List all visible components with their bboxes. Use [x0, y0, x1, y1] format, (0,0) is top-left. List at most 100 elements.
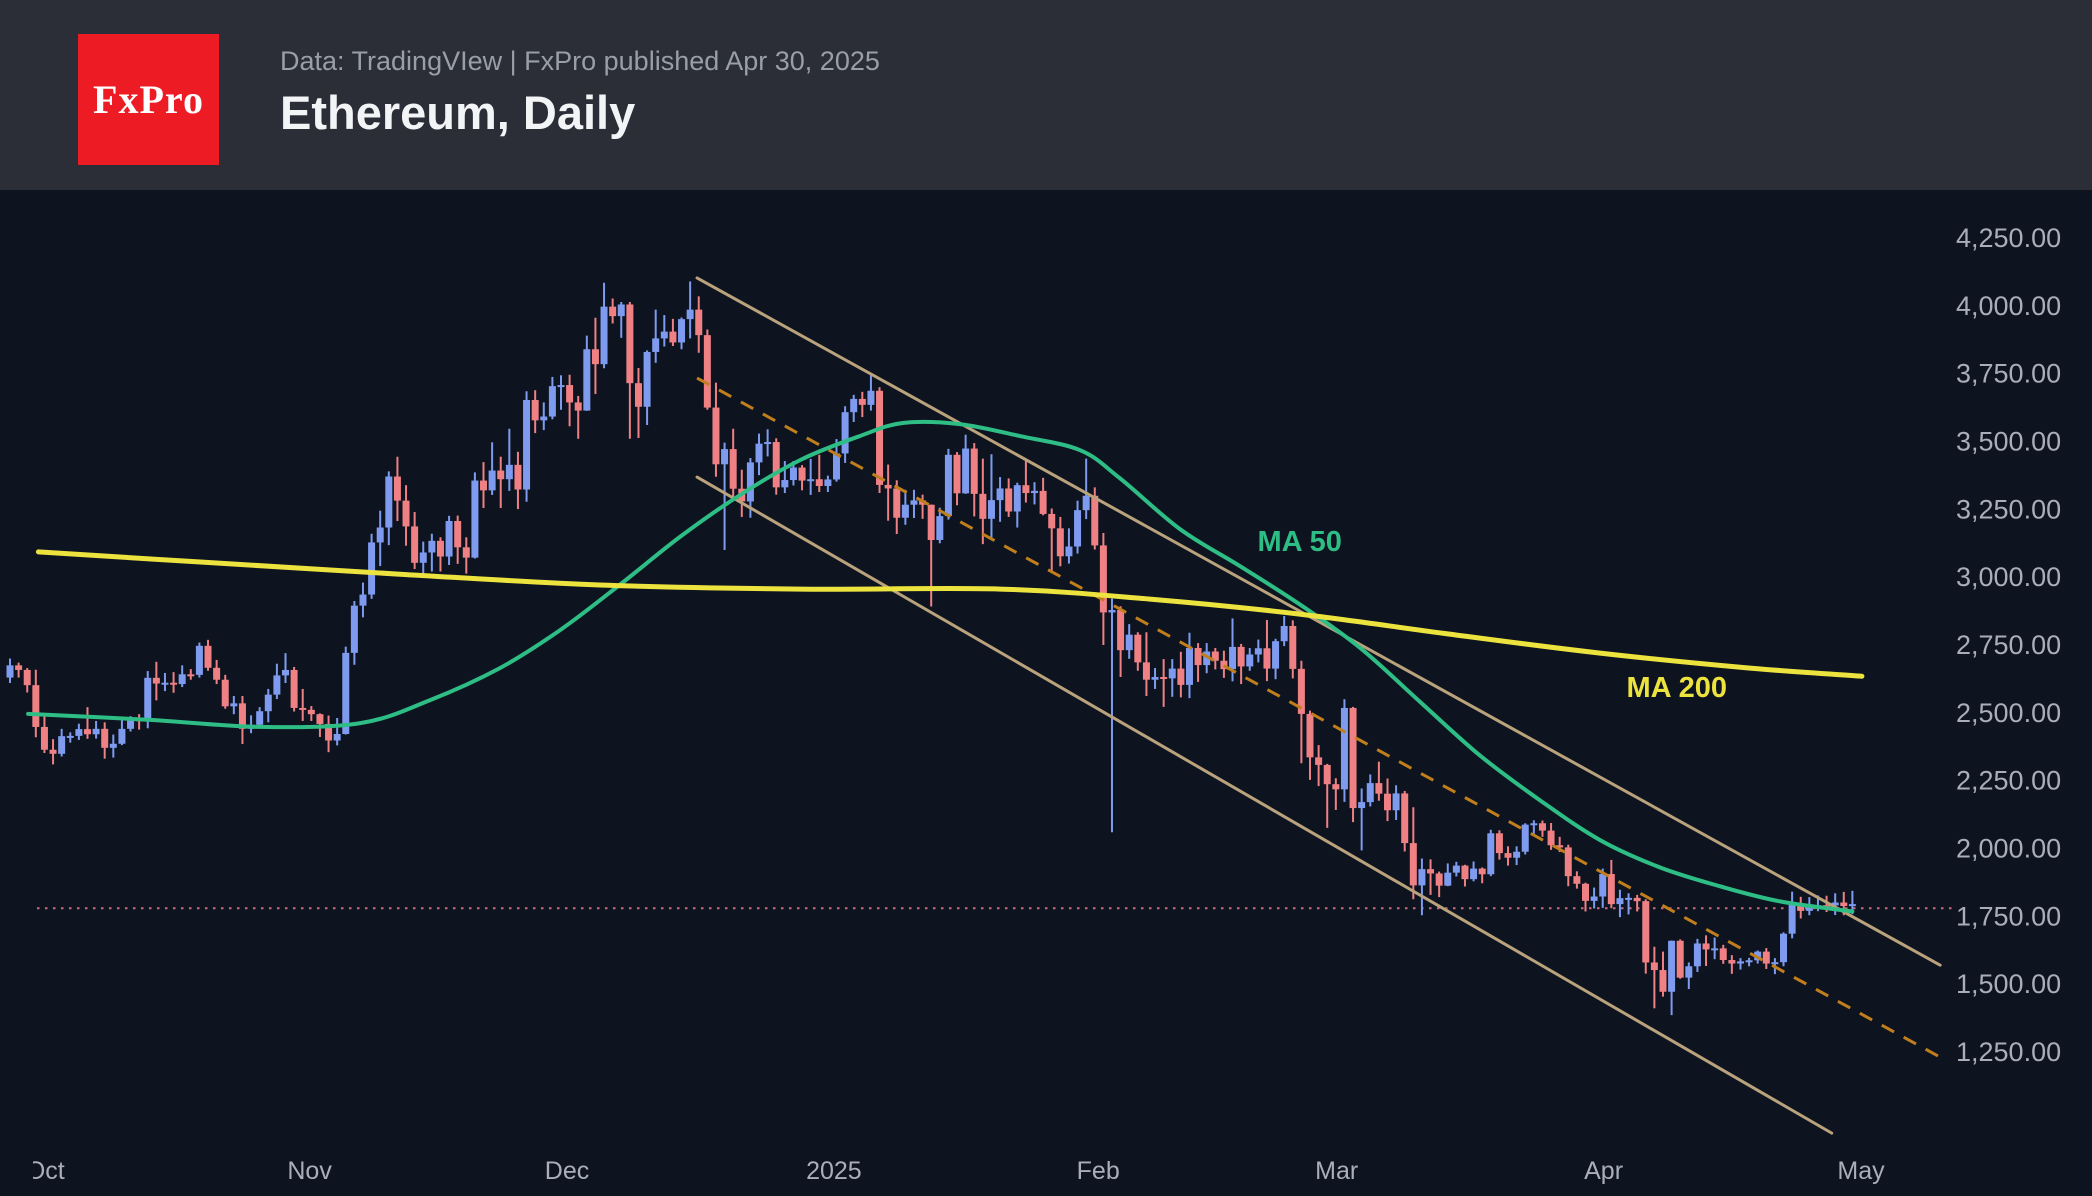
candle-down: [1650, 946, 1658, 1009]
candle-down: [1538, 820, 1546, 837]
candle-up: [557, 375, 565, 410]
candle-down: [1315, 745, 1323, 787]
candle-body: [213, 667, 221, 680]
candle-body: [1134, 634, 1142, 663]
candle-body: [428, 540, 436, 553]
candle-up: [962, 434, 970, 494]
candle-up: [92, 720, 100, 739]
candle-down: [402, 485, 410, 546]
candle-body: [910, 500, 918, 505]
candle-body: [118, 728, 126, 744]
candle-body: [815, 479, 823, 486]
candle-down: [1375, 761, 1383, 801]
candle-down: [1582, 882, 1590, 912]
candle-down: [1719, 944, 1727, 964]
candle-body: [841, 412, 849, 454]
candle-body: [876, 390, 884, 485]
candle-body: [195, 645, 203, 675]
candle-down: [1005, 478, 1013, 517]
candle-up: [901, 489, 909, 525]
candle-down: [1728, 955, 1736, 974]
candle-up: [1668, 940, 1676, 1016]
candle-down: [1297, 660, 1305, 764]
candle-body: [1599, 874, 1607, 897]
candle-up: [1340, 699, 1348, 802]
candle-down: [591, 317, 599, 395]
candle-body: [1401, 793, 1409, 844]
candle-down: [83, 707, 91, 739]
candle-down: [1323, 763, 1331, 828]
candle-down: [1306, 710, 1314, 780]
candle-body: [281, 669, 289, 676]
candle-body: [557, 385, 565, 388]
candle-up: [1185, 632, 1193, 699]
candle-body: [1478, 868, 1486, 875]
candle-up: [652, 309, 660, 363]
y-axis-label: 4,250.00: [1956, 223, 2061, 253]
candle-down: [566, 374, 574, 427]
candle-down: [626, 302, 634, 439]
candle-body: [1470, 868, 1478, 880]
candle-body: [1349, 707, 1357, 809]
candle-down: [815, 454, 823, 492]
candle-down: [1401, 790, 1409, 852]
candle-down: [221, 674, 229, 709]
candle-body: [75, 729, 83, 736]
candle-body: [187, 674, 195, 677]
candle-body: [695, 309, 703, 336]
candle-body: [927, 504, 935, 540]
candle-down: [1564, 844, 1572, 887]
ma200-label: MA 200: [1627, 672, 1727, 704]
candle-body: [1659, 970, 1667, 992]
candle-body: [264, 694, 272, 712]
candle-up: [1392, 785, 1400, 821]
candle-body: [1573, 876, 1581, 884]
candle-down: [23, 668, 31, 693]
candle-down: [1504, 846, 1512, 866]
candle-down: [497, 456, 505, 508]
candle-up: [583, 335, 591, 411]
candle-up: [1685, 962, 1693, 990]
x-axis-label: Nov: [287, 1157, 332, 1185]
y-axis-label: 3,500.00: [1956, 427, 2061, 457]
candle-body: [566, 385, 574, 403]
candle-down: [1607, 859, 1615, 909]
candle-down: [299, 688, 307, 721]
candle-up: [1358, 788, 1366, 851]
candle-body: [1564, 847, 1572, 877]
header-titles: Data: TradingVIew | FxPro published Apr …: [280, 44, 880, 142]
candle-down: [669, 318, 677, 346]
candle-body: [798, 467, 806, 481]
candle-up: [1831, 893, 1839, 915]
candle-down: [290, 666, 298, 712]
candle-body: [789, 467, 797, 481]
candle-up: [1625, 893, 1633, 915]
candle-body: [480, 480, 488, 491]
candle-up: [264, 688, 272, 723]
candle-up: [359, 582, 367, 618]
candle-down: [152, 661, 160, 701]
candle-body: [548, 386, 556, 417]
candle-body: [1427, 869, 1435, 874]
candle-down: [1547, 822, 1555, 850]
candle-down: [1056, 516, 1064, 567]
candle-body: [1108, 609, 1116, 613]
candle-up: [350, 601, 358, 665]
candle-up: [6, 658, 14, 683]
channel-lower-line: [695, 475, 1834, 1135]
candle-up: [987, 454, 995, 539]
candle-up: [1246, 647, 1254, 671]
candle-body: [772, 442, 780, 488]
candle-body: [454, 521, 462, 548]
candle-up: [1599, 868, 1607, 908]
candle-body: [1530, 823, 1538, 826]
candle-up: [505, 428, 513, 491]
candle-up: [1280, 615, 1288, 647]
candle-down: [1332, 778, 1340, 810]
candle-body: [1616, 898, 1624, 905]
candle-down: [531, 390, 539, 434]
candle-up: [385, 471, 393, 546]
candle-body: [1358, 802, 1366, 809]
candle-down: [953, 452, 961, 506]
candle-down: [1022, 461, 1030, 503]
